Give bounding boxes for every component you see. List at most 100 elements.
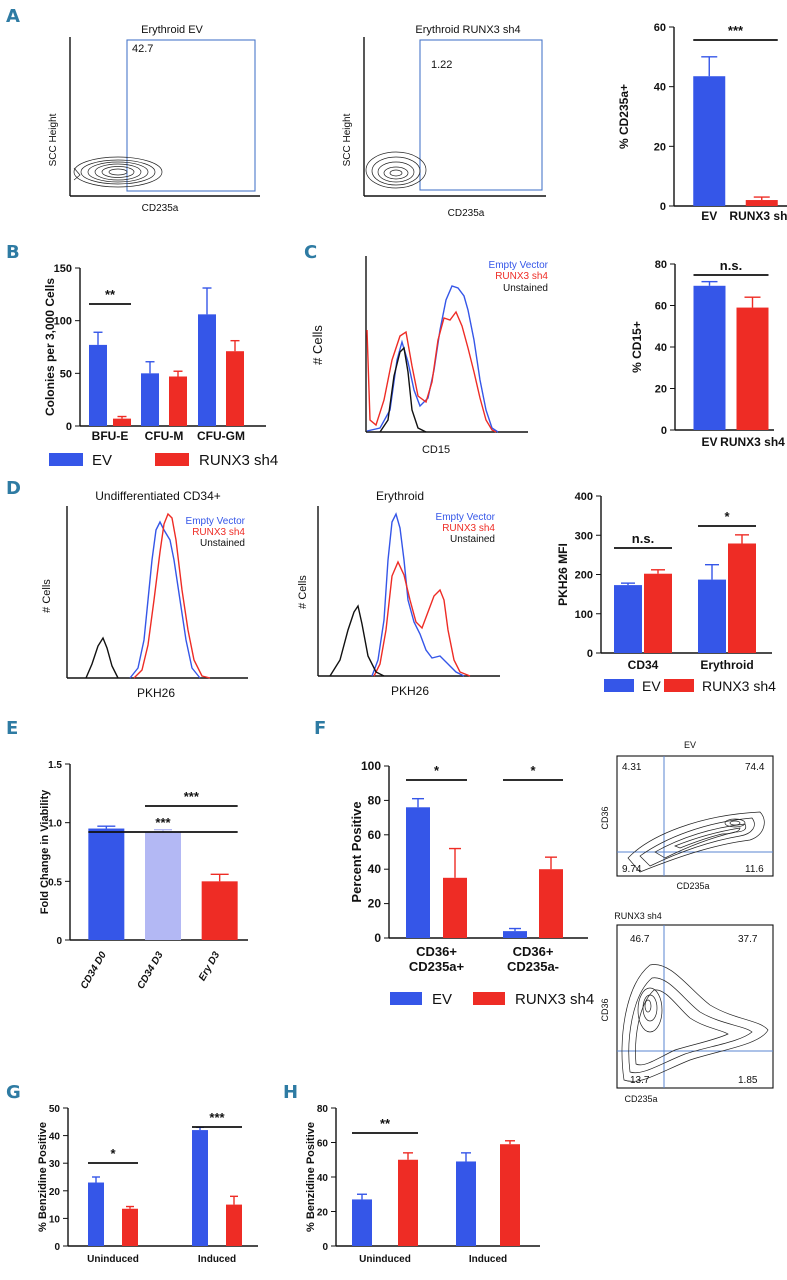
bar: [693, 285, 726, 430]
hist-ylabel: # Cells: [297, 575, 309, 609]
y-tick-label: 1.0: [48, 819, 62, 830]
significance-label: ***: [209, 1110, 225, 1125]
curve-unstained: [379, 346, 427, 433]
y-axis-label: PKH26 MFI: [556, 543, 570, 606]
quad-ur-value: 37.7: [738, 934, 758, 945]
legend-label-ev: EV: [92, 452, 112, 469]
y-tick-label: 0: [660, 201, 666, 213]
bar: [736, 307, 769, 430]
bar-runx3-sh4: [500, 1144, 520, 1246]
curve-runx3-sh4: [366, 310, 497, 433]
curve-unstained: [329, 604, 385, 677]
quad-ul-value: 46.7: [630, 934, 650, 945]
flow-title-ev: Erythroid EV: [141, 24, 203, 36]
curve-empty-vector: [129, 520, 201, 679]
contour-cluster: [365, 151, 427, 189]
bar-runx3-sh4: [539, 869, 563, 938]
legend-d: EV RUNX3 sh4: [604, 678, 776, 694]
hist-ylabel: # Cells: [41, 579, 53, 613]
y-tick-label: 60: [368, 828, 382, 842]
quad-xlabel: CD235a: [676, 881, 709, 891]
significance-label: ***: [155, 815, 171, 830]
legend-swatch-ev: [49, 453, 83, 466]
panel-label-g: G: [6, 1082, 21, 1103]
legend-label-sh4: RUNX3 sh4: [199, 452, 278, 469]
quad-frame: [616, 924, 774, 1089]
quad-ll-value: 9.74: [622, 864, 642, 875]
quad-ylabel: CD36: [600, 806, 610, 829]
gate-rect: [126, 39, 256, 192]
gate-rect: [419, 39, 543, 191]
y-axis-label: % Benzidine Positive: [37, 1122, 49, 1232]
y-tick-label: 60: [317, 1139, 329, 1150]
panel-label-f: F: [314, 718, 326, 739]
significance-label: *: [110, 1146, 116, 1161]
bar-ev: [352, 1199, 372, 1246]
quad-ylabel: CD36: [600, 998, 610, 1021]
bar: [145, 832, 181, 940]
bar-chart-viability: 0 0.5 1.0 1.5 Fold Change in Viability CD34 D…: [39, 760, 248, 991]
bar-runx3-sh4: [398, 1159, 418, 1246]
y-tick-label: 0: [54, 1242, 60, 1253]
quad-frame: [616, 755, 774, 877]
y-tick-label: 0: [587, 648, 593, 660]
quad-ur-value: 74.4: [745, 762, 765, 773]
bar-chart-benzidine-h: 0 20 40 60 80% Benzidine Positive Uninduced In…: [305, 1104, 540, 1265]
bar-chart-cd15: 0 20 40 60 80 % CD15+ EV RUNX3 sh4 n.s.: [630, 258, 785, 449]
bar-runx3-sh4: [443, 877, 467, 938]
y-tick-label: 20: [654, 141, 666, 153]
y-tick-label: 20: [317, 1208, 329, 1219]
contour-cluster: [73, 156, 163, 188]
y-tick-label: 0: [374, 931, 381, 945]
x-tick-label: CFU-M: [145, 429, 184, 443]
panel-label-d: D: [6, 478, 21, 499]
quadrant-plot-sh4: RUNX3 sh4 46.7 37.7 13.7 1.85 CD235a CD3…: [600, 911, 774, 1104]
panel-label-e: E: [6, 718, 18, 739]
legend-swatch-ev: [390, 992, 422, 1005]
y-tick-label: 30: [49, 1159, 61, 1170]
curve-unstained: [85, 636, 119, 679]
x-tick-label: Ery D3: [197, 950, 223, 983]
bar-chart-colonies: 0 50 100 150 Colonies per 3,000 Cells BFU-E CF…: [43, 263, 266, 443]
y-tick-label: 100: [54, 316, 72, 328]
x-tick-label: CD34: [628, 658, 659, 672]
y-tick-label: 100: [575, 609, 593, 621]
y-tick-label: 100: [361, 759, 381, 773]
x-tick-label: CD36+ CD235a+: [409, 944, 465, 974]
bar: [693, 76, 726, 206]
x-tick-label: BFU-E: [92, 429, 129, 443]
histogram-erythroid: Erythroid Empty Vector RUNX3 sh4 Unstain…: [297, 489, 500, 698]
flow-plot-sh4: Erythroid RUNX3 sh4 1.22 CD235a SCC Heig…: [342, 24, 546, 219]
y-tick-label: 40: [49, 1132, 61, 1143]
y-tick-label: 80: [317, 1104, 329, 1115]
x-tick-label: CD36+ CD235a-: [507, 944, 559, 974]
histogram-cd15: Empty Vector RUNX3 sh4 Unstained CD15 # …: [310, 256, 549, 456]
panel-label-b: B: [6, 242, 20, 263]
x-tick-label: CFU-GM: [197, 429, 245, 443]
bar-ev: [456, 1161, 476, 1246]
hist-title: Erythroid: [376, 489, 424, 503]
x-tick-label: EV: [701, 435, 717, 449]
quad-ll-value: 13.7: [630, 1075, 650, 1086]
y-tick-label: 10: [49, 1214, 61, 1225]
significance-label: *: [724, 509, 730, 524]
hist-title: Undifferentiated CD34+: [95, 489, 221, 503]
y-axis-label: % Benzidine Positive: [305, 1122, 317, 1232]
y-tick-label: 40: [655, 342, 667, 354]
panel-label-h: H: [283, 1082, 298, 1103]
bar-chart-pkh26: 0 100 200 300 400 PKH26 MFI CD34 Erythroid n.s. *: [556, 491, 772, 672]
legend-label-ev: EV: [642, 678, 661, 694]
bar-runx3-sh4: [728, 543, 756, 653]
legend-empty-vector: Empty Vector: [489, 260, 549, 271]
y-tick-label: 0: [56, 936, 62, 947]
significance-label: ***: [728, 23, 744, 38]
curve-runx3-sh4: [373, 560, 471, 677]
quad-title: EV: [684, 740, 696, 750]
x-tick-label: EV: [701, 209, 717, 223]
legend-swatch-sh4: [155, 453, 189, 466]
legend-empty-vector: Empty Vector: [436, 512, 496, 523]
flow-title-sh4: Erythroid RUNX3 sh4: [415, 24, 520, 36]
legend-swatch-sh4: [473, 992, 505, 1005]
y-tick-label: 40: [317, 1173, 329, 1184]
